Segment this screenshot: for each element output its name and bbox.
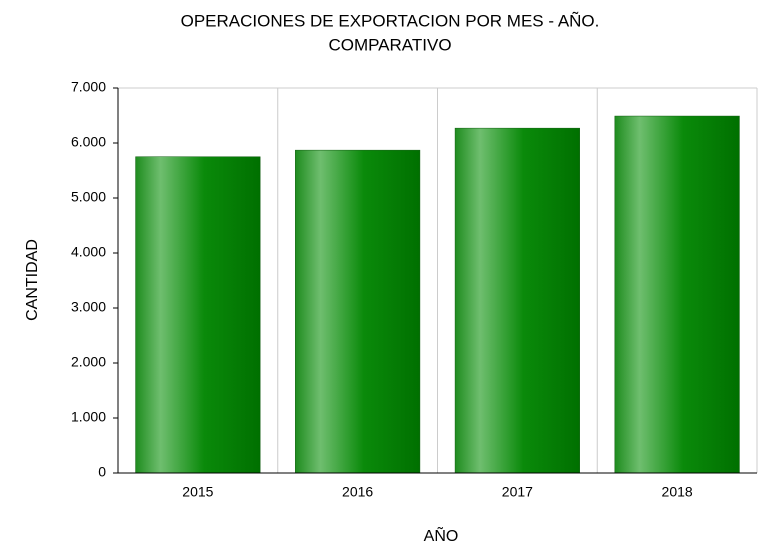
x-tick-label: 2017	[502, 484, 533, 500]
x-tick-label: 2018	[662, 484, 693, 500]
y-tick-label: 2.000	[71, 354, 106, 370]
y-tick-label: 1.000	[71, 409, 106, 425]
bar	[614, 115, 740, 474]
y-tick-label: 5.000	[71, 189, 106, 205]
y-tick-label: 6.000	[71, 134, 106, 150]
x-axis-title: AÑO	[424, 525, 459, 545]
x-tick-label: 2015	[182, 484, 213, 500]
y-tick-label: 3.000	[71, 299, 106, 315]
bar	[135, 156, 261, 474]
y-tick-label: 4.000	[71, 244, 106, 260]
chart-title: COMPARATIVO	[328, 35, 451, 54]
chart-title: OPERACIONES DE EXPORTACION POR MES - AÑO…	[181, 11, 600, 30]
y-tick-label: 0	[98, 464, 106, 480]
x-tick-label: 2016	[342, 484, 373, 500]
bar	[454, 127, 580, 474]
y-tick-label: 7.000	[71, 79, 106, 95]
bar	[295, 149, 421, 474]
y-axis-title: CANTIDAD	[24, 239, 41, 321]
